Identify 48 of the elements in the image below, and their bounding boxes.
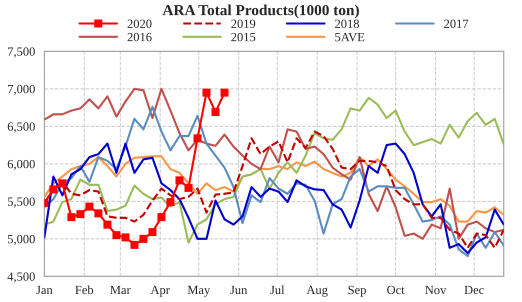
x-tick-label: Nov [425,286,446,294]
x-tick-label: Oct [387,286,405,294]
x-tick-label: May [188,286,210,297]
x-tick-label: Feb [75,285,94,294]
y-tick-label: 5,000 [8,234,35,246]
legend-label: 2018 [335,20,360,28]
point [85,202,94,211]
x-tick-label: Sep [348,286,366,297]
y-tick-label: 7,500 [8,47,35,58]
legend-label: 2017 [444,20,468,28]
x-tick-label: Jan [36,286,53,294]
line-series [44,155,504,223]
point [148,228,156,236]
y-tick-label: 6,000 [8,160,35,170]
legend-label: 2020 [128,20,152,28]
point [157,213,166,222]
point [130,240,138,249]
legend-label: 2019 [231,20,256,28]
point [49,185,58,194]
point [67,213,76,222]
point [184,184,192,192]
x-tick-label: Mar [110,286,131,294]
y-tick-label: 5,500 [8,197,35,208]
point [58,179,66,188]
point [194,134,202,142]
point [112,231,120,240]
y-tick-label: 4,500 [7,272,35,283]
point [175,176,184,184]
x-tick-label: Aug [306,286,328,297]
point [166,198,174,206]
point [202,88,210,97]
point [76,210,84,218]
x-tick-label: Dec [464,286,484,294]
legend-label: 2016 [128,32,152,42]
x-tick-label: Jul [270,285,284,294]
point [103,220,112,229]
point [212,108,220,116]
point [94,209,102,218]
y-tick-label: 6,500 [8,122,35,133]
legend-label: 2015 [231,32,256,42]
x-tick-label: Apr [150,286,170,297]
x-tick-label: Jun [230,286,248,294]
point [121,233,130,242]
point [220,88,229,97]
legend-label: 5AVE [335,32,364,42]
chart-title: ARA Total Products(1000 ton) [162,4,359,18]
point [139,234,148,243]
y-tick-label: 7,000 [8,84,35,96]
